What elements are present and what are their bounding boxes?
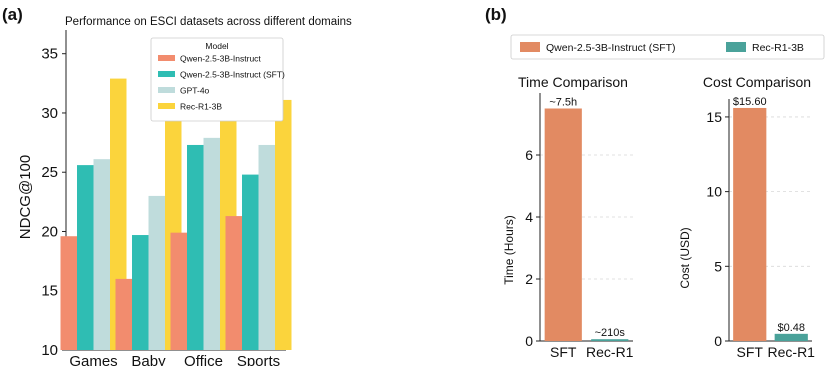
y-tick-label: 35 bbox=[41, 46, 58, 63]
y-tick-label: 0 bbox=[714, 333, 722, 349]
legend-frame bbox=[510, 34, 825, 60]
bar-baby-series-1 bbox=[132, 235, 149, 350]
legend-b-entry-1: Rec-R1-3B bbox=[752, 42, 804, 54]
legend-swatch-1 bbox=[158, 71, 175, 77]
legend-b-swatch-1 bbox=[726, 42, 746, 52]
legend-entry-1: Qwen-2.5-3B-Instruct (SFT) bbox=[180, 70, 285, 80]
bar-office-series-1 bbox=[187, 144, 204, 350]
legend-entry-2: GPT-4o bbox=[180, 86, 210, 96]
y-tick-label: 10 bbox=[41, 342, 58, 359]
y-tick-label: 25 bbox=[41, 164, 58, 181]
y-tick-label: 10 bbox=[706, 184, 722, 200]
bar-sft bbox=[544, 108, 582, 341]
x-tick-label-rec-r1: Rec-R1 bbox=[586, 344, 634, 360]
legend-swatch-3 bbox=[158, 103, 175, 109]
y-tick-label: 15 bbox=[41, 283, 58, 300]
time-chart-title: Time Comparison bbox=[518, 74, 628, 90]
bar-sports-series-1 bbox=[242, 174, 259, 350]
x-tick-label-baby: Baby bbox=[131, 353, 166, 366]
bar-sft bbox=[733, 107, 767, 342]
time-chart-plot: 0 2 4 6 ~7.5h SFT ~210s Rec-R1 bbox=[525, 93, 634, 360]
panel-a-ylabel: NDCG@100 bbox=[17, 155, 34, 239]
legend-swatch-2 bbox=[158, 87, 175, 93]
bar-games-series-0 bbox=[60, 236, 77, 350]
y-tick-label: 30 bbox=[41, 105, 58, 122]
cost-chart-ylabel: Cost (USD) bbox=[678, 227, 692, 288]
bar-office-series-2 bbox=[203, 137, 220, 350]
bar-sports-series-0 bbox=[225, 216, 242, 350]
panel-a-title: Performance on ESCI datasets across diff… bbox=[65, 16, 352, 28]
bar-rec-r1 bbox=[591, 339, 629, 341]
data-label-sft: $15.60 bbox=[733, 96, 767, 108]
y-tick-label: 5 bbox=[714, 258, 722, 274]
bar-baby-series-0 bbox=[115, 278, 132, 350]
x-tick-label-games: Games bbox=[69, 353, 117, 366]
bar-sports-series-2 bbox=[258, 144, 275, 350]
x-tick-label-office: Office bbox=[184, 353, 223, 366]
x-tick-label-sft: SFT bbox=[550, 344, 577, 360]
data-label-rec-r1: $0.48 bbox=[777, 322, 805, 334]
y-tick-label: 0 bbox=[525, 333, 533, 349]
panel-a-legend: Model Qwen-2.5-3B-Instruct Qwen-2.5-3B-In… bbox=[150, 37, 285, 122]
data-label-sft: ~7.5h bbox=[549, 97, 577, 109]
legend-entry-3: Rec-R1-3B bbox=[180, 102, 222, 112]
panel-a-label: (a) bbox=[2, 5, 23, 24]
x-tick-label-sports: Sports bbox=[237, 353, 280, 366]
y-tick-label: 6 bbox=[525, 147, 533, 163]
x-tick-label-rec-r1: Rec-R1 bbox=[768, 344, 816, 360]
cost-chart-plot: 0 5 10 15 $15.60 SFT $0.48 Rec-R1 bbox=[706, 96, 815, 360]
legend-swatch-0 bbox=[158, 55, 175, 61]
bar-games-series-1 bbox=[77, 165, 94, 350]
y-tick-label: 15 bbox=[706, 109, 722, 125]
y-tick-label: 20 bbox=[41, 223, 58, 240]
panel-b-label: (b) bbox=[485, 5, 507, 24]
bar-baby-series-2 bbox=[148, 195, 165, 350]
time-chart-ylabel: Time (Hours) bbox=[502, 215, 516, 285]
legend-b-entry-0: Qwen-2.5-3B-Instruct (SFT) bbox=[546, 42, 676, 54]
legend-entry-0: Qwen-2.5-3B-Instruct bbox=[180, 54, 261, 64]
cost-chart-title: Cost Comparison bbox=[703, 74, 811, 90]
bar-office-series-0 bbox=[170, 232, 187, 350]
legend-title: Model bbox=[205, 41, 228, 51]
panel-a-plot: 10 15 20 25 30 35 Games Baby Office Sports bbox=[41, 30, 292, 366]
bar-games-series-2 bbox=[93, 159, 110, 350]
y-tick-label: 2 bbox=[525, 271, 533, 287]
bar-sports-series-3 bbox=[275, 99, 292, 350]
legend-b-swatch-0 bbox=[520, 42, 540, 52]
legend-frame bbox=[150, 37, 284, 122]
panel-b-legend: Qwen-2.5-3B-Instruct (SFT) Rec-R1-3B bbox=[510, 34, 825, 60]
bar-rec-r1 bbox=[774, 333, 808, 341]
data-label-rec-r1: ~210s bbox=[595, 327, 626, 339]
y-tick-label: 4 bbox=[525, 209, 533, 225]
x-tick-label-sft: SFT bbox=[737, 344, 764, 360]
